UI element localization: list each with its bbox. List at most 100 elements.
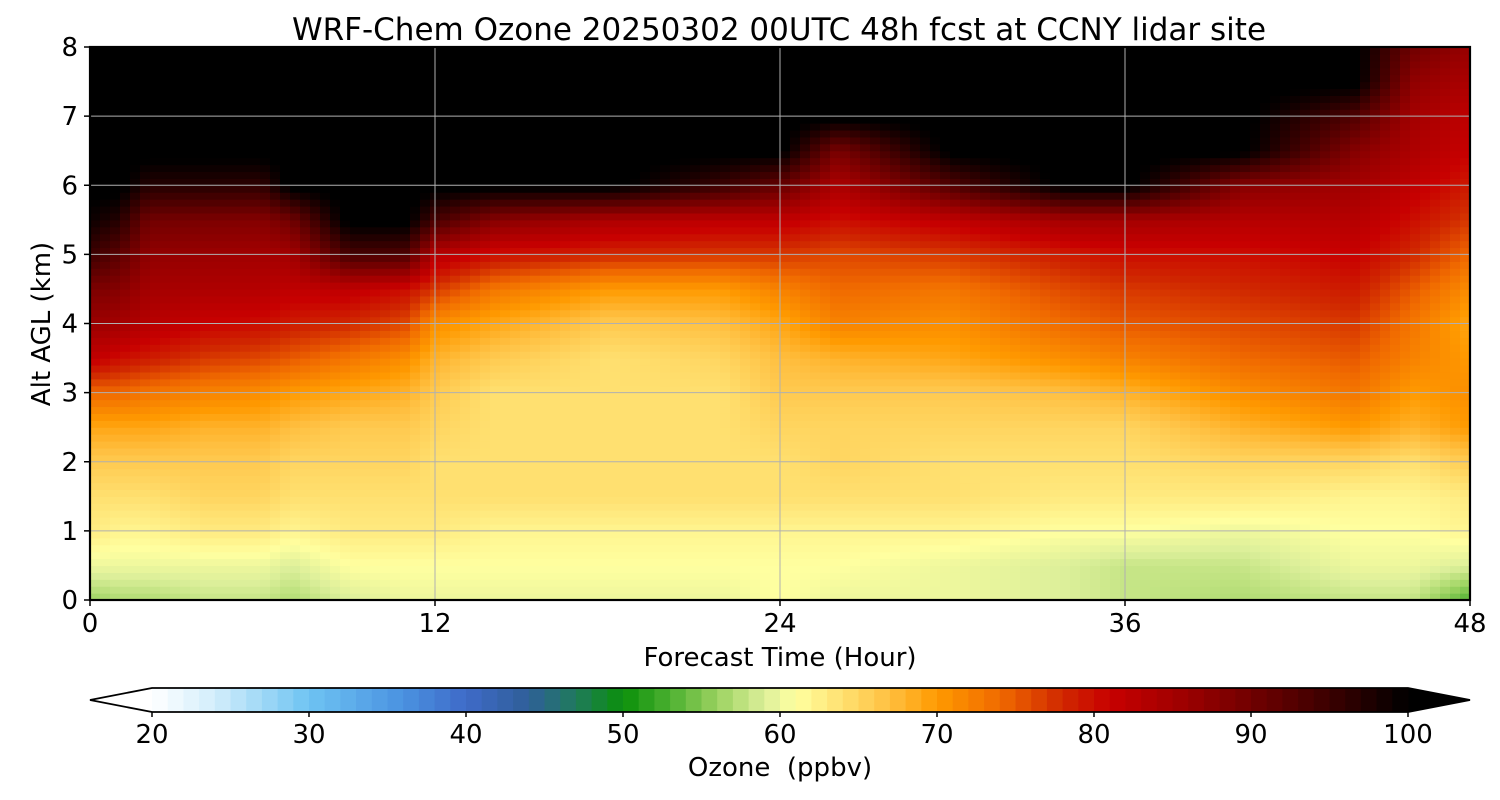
heatmap-cell [90, 489, 101, 497]
heatmap-cell [540, 254, 551, 262]
heatmap-cell [590, 447, 601, 456]
heatmap-cell [400, 88, 411, 96]
heatmap-cell [250, 199, 261, 207]
heatmap-cell [570, 171, 581, 179]
heatmap-cell [470, 378, 481, 387]
heatmap-cell [550, 351, 561, 359]
heatmap-cell [690, 116, 701, 124]
heatmap-cell [190, 558, 201, 567]
heatmap-cell [260, 261, 271, 269]
heatmap-cell [460, 178, 471, 186]
heatmap-cell [270, 517, 281, 525]
heatmap-cell [170, 212, 181, 221]
heatmap-cell [110, 441, 121, 449]
heatmap-cell [280, 454, 291, 463]
heatmap-cell [100, 337, 111, 345]
heatmap-cell [520, 199, 531, 207]
heatmap-cell [700, 212, 711, 221]
heatmap-cell [590, 247, 601, 255]
heatmap-cell [290, 475, 301, 484]
heatmap-cell [160, 185, 171, 193]
heatmap-cell [240, 551, 251, 560]
heatmap-cell [330, 261, 341, 269]
heatmap-cell [630, 136, 641, 145]
heatmap-cell [460, 427, 471, 435]
heatmap-cell [360, 558, 371, 567]
heatmap-cell [100, 226, 111, 235]
heatmap-cell [280, 427, 291, 435]
heatmap-cell [240, 385, 251, 394]
heatmap-cell [410, 254, 421, 262]
heatmap-cell [260, 129, 271, 138]
heatmap-cell [440, 219, 451, 228]
heatmap-cell [110, 482, 121, 490]
heatmap-cell [260, 447, 271, 456]
heatmap-cell [230, 282, 241, 290]
heatmap-cell [170, 219, 181, 228]
heatmap-cell [450, 226, 461, 235]
heatmap-cell [470, 123, 481, 131]
heatmap-cell [580, 406, 591, 414]
heatmap-cell [140, 461, 151, 470]
heatmap-cell [410, 233, 421, 242]
heatmap-cell [530, 143, 541, 152]
heatmap-cell [470, 171, 481, 179]
heatmap-cell [450, 447, 461, 456]
heatmap-cell [550, 323, 561, 332]
heatmap-cell [380, 282, 391, 290]
heatmap-cell [650, 282, 661, 290]
heatmap-cell [100, 544, 111, 553]
heatmap-cell [420, 109, 431, 117]
heatmap-cell [100, 95, 111, 103]
heatmap-cell [160, 392, 171, 401]
heatmap-cell [380, 579, 391, 587]
heatmap-cell [540, 309, 551, 318]
heatmap-cell [410, 47, 421, 55]
heatmap-cell [100, 461, 111, 470]
heatmap-cell [160, 323, 171, 332]
heatmap-cell [260, 219, 271, 228]
heatmap-cell [480, 136, 491, 145]
heatmap-cell [160, 537, 171, 546]
heatmap-cell [130, 544, 141, 553]
heatmap-cell [240, 523, 251, 532]
heatmap-cell [400, 496, 411, 504]
heatmap-cell [140, 282, 151, 290]
heatmap-cell [570, 254, 581, 262]
heatmap-cell [150, 150, 161, 159]
heatmap-cell [380, 316, 391, 325]
heatmap-cell [670, 254, 681, 262]
heatmap-cell [560, 579, 571, 587]
heatmap-cell [700, 192, 711, 200]
heatmap-cell [120, 129, 131, 138]
heatmap-cell [290, 171, 301, 179]
heatmap-cell [150, 503, 161, 511]
heatmap-cell [150, 219, 161, 228]
heatmap-cell [550, 268, 561, 276]
heatmap-cell [640, 316, 651, 325]
heatmap-cell [570, 330, 581, 338]
heatmap-cell [500, 205, 511, 214]
heatmap-cell [380, 171, 391, 179]
heatmap-cell [580, 109, 591, 117]
heatmap-cell [300, 136, 311, 145]
heatmap-cell [480, 586, 491, 594]
heatmap-cell [570, 199, 581, 207]
heatmap-cell [240, 205, 251, 214]
heatmap-cell [330, 330, 341, 338]
heatmap-cell [400, 109, 411, 117]
heatmap-cell [510, 385, 521, 394]
heatmap-cell [600, 530, 611, 539]
heatmap-cell [610, 164, 621, 173]
heatmap-cell [480, 282, 491, 290]
heatmap-cell [90, 510, 101, 518]
heatmap-cell [280, 316, 291, 325]
heatmap-cell [600, 192, 611, 200]
heatmap-cell [510, 150, 521, 159]
heatmap-cell [230, 240, 241, 249]
heatmap-cell [280, 136, 291, 145]
heatmap-cell [660, 572, 671, 580]
heatmap-cell [610, 116, 621, 124]
heatmap-cell [410, 295, 421, 304]
heatmap-cell [270, 136, 281, 145]
